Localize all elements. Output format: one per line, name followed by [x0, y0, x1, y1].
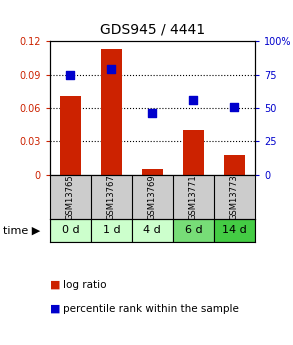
Text: GSM13771: GSM13771: [189, 174, 198, 220]
Text: 4 d: 4 d: [144, 225, 161, 235]
Bar: [224, 155, 245, 175]
Text: GSM13767: GSM13767: [107, 174, 116, 220]
Text: 0 d: 0 d: [62, 225, 79, 235]
Point: [232, 104, 237, 109]
Text: GSM13769: GSM13769: [148, 174, 157, 220]
Text: GSM13765: GSM13765: [66, 174, 75, 220]
Text: percentile rank within the sample: percentile rank within the sample: [63, 304, 239, 314]
Point: [150, 111, 155, 116]
Text: ■: ■: [50, 304, 60, 314]
Text: 6 d: 6 d: [185, 225, 202, 235]
Bar: [101, 49, 122, 175]
Bar: [214, 219, 255, 242]
Bar: [132, 219, 173, 242]
Bar: [142, 169, 163, 175]
Bar: [60, 96, 81, 175]
Text: time ▶: time ▶: [3, 225, 40, 235]
Point: [68, 72, 73, 78]
Text: GDS945 / 4441: GDS945 / 4441: [100, 22, 205, 37]
Point: [109, 67, 114, 72]
Point: [191, 97, 196, 103]
Bar: [183, 130, 204, 175]
Text: 14 d: 14 d: [222, 225, 247, 235]
Bar: [173, 219, 214, 242]
Bar: [91, 219, 132, 242]
Text: 1 d: 1 d: [103, 225, 120, 235]
Bar: [50, 219, 91, 242]
Text: log ratio: log ratio: [63, 280, 106, 289]
Text: ■: ■: [50, 280, 60, 289]
Text: GSM13773: GSM13773: [230, 174, 239, 220]
